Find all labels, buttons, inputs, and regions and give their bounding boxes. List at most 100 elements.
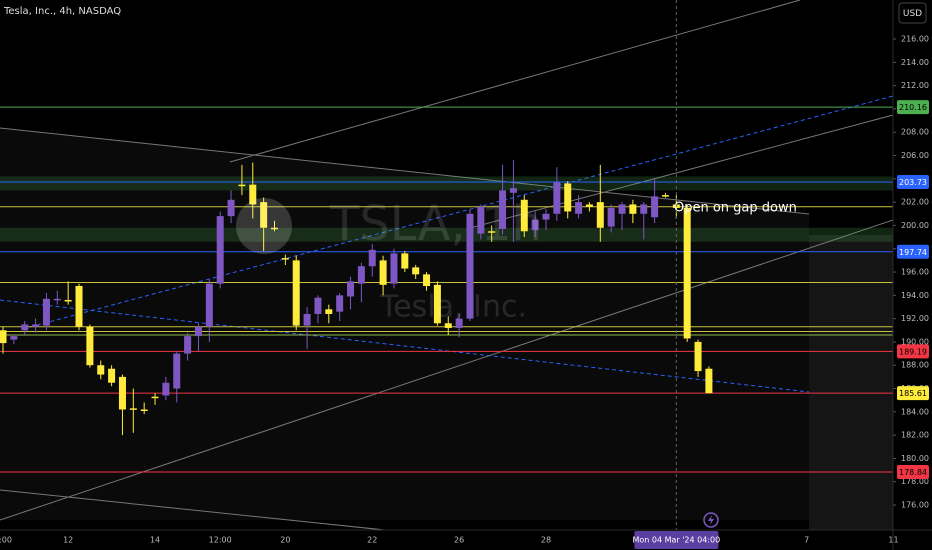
trendlines (0, 0, 894, 531)
price-label: 210.16 (899, 103, 927, 112)
candle-body (423, 274, 431, 287)
candle-body (499, 190, 507, 229)
x-tick-label: 22 (367, 536, 377, 545)
candle-body (64, 299, 72, 302)
y-tick-label: 188.00 (901, 361, 929, 370)
candle-body (379, 260, 387, 285)
trendline (469, 114, 894, 229)
candle-body (216, 216, 224, 284)
candle-body (585, 204, 593, 207)
candle-body (53, 298, 61, 301)
x-tick-label: 2:00 (0, 536, 12, 545)
candle-body (0, 330, 7, 344)
zone (0, 176, 893, 191)
event-icon[interactable] (703, 512, 719, 528)
y-tick-label: 194.00 (901, 291, 929, 300)
candle-body (596, 202, 604, 228)
candle-body (412, 267, 420, 275)
candle-body (314, 297, 322, 314)
candle-body (129, 408, 137, 410)
candle-body (271, 227, 278, 230)
y-tick-label: 202.00 (901, 198, 929, 207)
candle-body (488, 231, 496, 233)
candle-body (444, 323, 452, 328)
watermark-sub: Tesla, Inc. (379, 290, 527, 325)
candle-body (651, 196, 659, 218)
candle-body (390, 253, 398, 284)
candle-body (42, 298, 50, 326)
crosshair-label-box (634, 531, 719, 549)
y-tick-label: 206.00 (901, 151, 929, 160)
x-tick-label: 26 (454, 536, 464, 545)
highlight-marker (236, 198, 292, 254)
y-tick-label: 180.00 (901, 454, 929, 463)
event-icon-bolt (708, 515, 714, 525)
candle-body (575, 202, 583, 214)
candle-body (292, 260, 300, 326)
candle-body (531, 219, 539, 231)
candle-body (618, 204, 626, 214)
price-label: 203.73 (899, 178, 927, 187)
watermark: TSLA, 1h (329, 196, 542, 252)
candle-body (564, 183, 572, 212)
chart-title: Tesla, Inc., 4h, NASDAQ (3, 6, 121, 17)
x-tick-label: 11 (888, 536, 898, 545)
price-label: 189.19 (899, 347, 927, 356)
price-label-box (897, 244, 929, 259)
x-tick-label: 7 (804, 536, 809, 545)
candle-body (694, 341, 702, 372)
y-tick-label: 182.00 (901, 431, 929, 440)
candle-body (238, 184, 246, 187)
candle-body (477, 206, 485, 234)
candle-body (118, 376, 126, 410)
y-tick-label: 212.00 (901, 81, 929, 90)
projection-area (809, 235, 893, 530)
candle-body (151, 396, 159, 399)
y-tick-label: 192.00 (901, 314, 929, 323)
candle-body (97, 365, 105, 375)
candle-body (162, 382, 170, 396)
price-label-box (897, 100, 929, 115)
candle-body (661, 195, 669, 197)
candle-body (520, 199, 528, 232)
candle-body (542, 213, 550, 220)
y-tick-label: 196.00 (901, 268, 929, 277)
crosshair-label: Mon 04 Mar '24 04:00 (632, 536, 720, 545)
candle-body (281, 258, 289, 260)
trendline (0, 219, 894, 521)
trendline (0, 489, 386, 531)
candle-body (260, 202, 268, 228)
candle-body (553, 182, 561, 214)
y-tick-label: 208.00 (901, 128, 929, 137)
candle-body (629, 204, 637, 214)
x-tick-label: 12:00 (209, 536, 232, 545)
price-label: 197.74 (899, 248, 927, 257)
x-tick-label: 14 (150, 536, 160, 545)
annotation: Open on gap down (674, 201, 797, 216)
price-label-box (897, 344, 929, 359)
candle-body (347, 281, 355, 297)
x-tick-label: 20 (280, 536, 290, 545)
candle-body (86, 326, 94, 366)
trendline (229, 0, 801, 163)
currency-button[interactable] (898, 2, 927, 24)
candle-body (173, 353, 181, 389)
candle-body (683, 207, 691, 339)
y-tick-label: 214.00 (901, 58, 929, 67)
candles (0, 160, 713, 436)
candle-body (368, 249, 376, 267)
candle-body (509, 188, 517, 193)
candle-body (303, 313, 311, 326)
candle-body (32, 324, 40, 327)
currency: USD (903, 9, 922, 19)
channel-shade (0, 128, 809, 520)
y-tick-label: 200.00 (901, 221, 929, 230)
price-label-box (897, 464, 929, 479)
price-label-box (897, 386, 929, 401)
y-tick-label: 178.00 (901, 477, 929, 486)
candle-body (455, 318, 463, 328)
price-label: 178.84 (899, 468, 927, 477)
y-tick-label: 190.00 (901, 337, 929, 346)
